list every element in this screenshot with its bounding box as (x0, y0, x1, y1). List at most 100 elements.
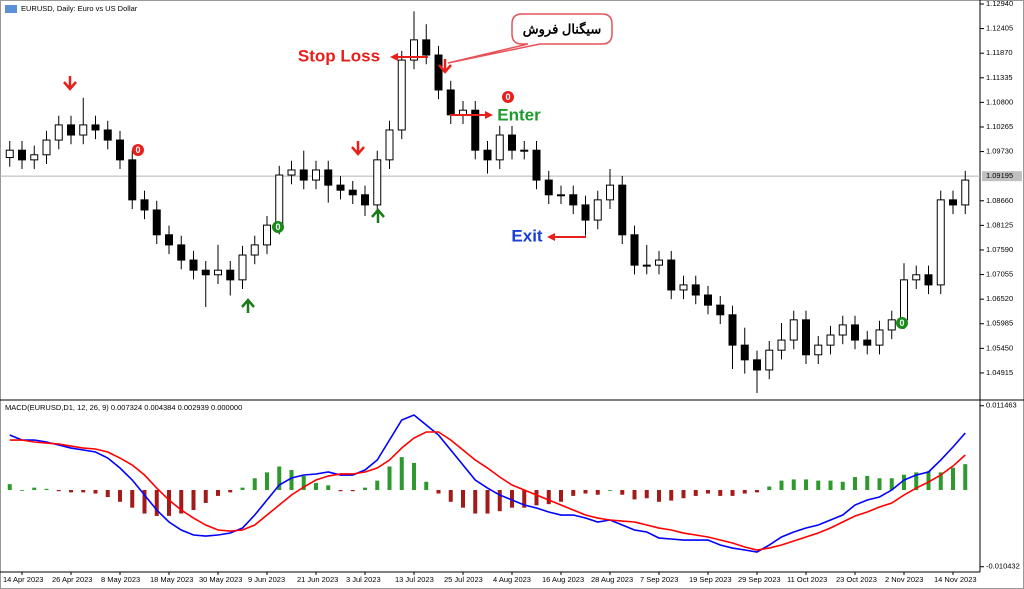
candle-body (789, 319, 798, 341)
histogram-bar (44, 488, 49, 491)
histogram-bar (644, 490, 649, 499)
candle-body (275, 174, 284, 226)
candle-body (324, 169, 333, 186)
histogram-bar (277, 466, 282, 491)
histogram-bar (828, 480, 833, 491)
candle-body (250, 244, 259, 256)
histogram-bar (485, 490, 490, 514)
histogram-bar (779, 480, 784, 491)
x-tick-label: 8 May 2023 (101, 575, 140, 584)
histogram-bar (203, 490, 208, 503)
histogram-bar (69, 490, 73, 493)
candle-body (667, 259, 676, 291)
x-tick-label: 25 Jul 2023 (444, 575, 483, 584)
histogram-bar (179, 490, 184, 514)
candle-body (397, 59, 406, 131)
x-tick-label: 13 Jul 2023 (395, 575, 434, 584)
candle-body (593, 199, 602, 221)
candle-body (544, 179, 553, 196)
histogram-bar (461, 490, 465, 508)
histogram-bar (363, 487, 367, 491)
signal-line (9, 431, 966, 551)
candle-body (557, 194, 565, 197)
histogram-bar (448, 490, 453, 502)
histogram-bar (228, 490, 233, 493)
histogram-bar (522, 490, 527, 508)
candle-body (924, 274, 933, 286)
candle-body (287, 169, 296, 176)
x-tick-label: 11 Oct 2023 (787, 575, 827, 584)
x-tick-label: 19 Sep 2023 (689, 575, 732, 584)
candle-body (30, 154, 39, 161)
signal-bubble-text: سیگنال فروش (523, 20, 602, 37)
candle-body (410, 39, 418, 61)
x-tick-label: 4 Aug 2023 (493, 575, 531, 584)
x-tick-label: 2 Nov 2023 (885, 575, 923, 584)
stop-loss-label: Stop Loss (298, 46, 380, 65)
candle-body (875, 329, 884, 346)
histogram-bar (497, 490, 502, 512)
x-tick-label: 26 Apr 2023 (52, 575, 92, 584)
sell-arrow (438, 59, 452, 74)
x-tick-label: 7 Sep 2023 (640, 575, 678, 584)
y-tick-label: 1.05985 (986, 319, 1013, 328)
histogram-bar (632, 490, 637, 500)
y-tick-label: 1.08125 (986, 220, 1013, 229)
candle-body (630, 234, 639, 266)
candle-body (704, 294, 712, 306)
y-tick-label: 1.07590 (986, 245, 1013, 254)
exit-marker-label: 0 (275, 222, 280, 232)
candle-body (679, 284, 688, 291)
histogram-bar (804, 479, 808, 491)
candle-body (18, 149, 26, 161)
y-tick-label: 1.06520 (986, 294, 1013, 303)
histogram-bar (240, 487, 245, 491)
histogram-bar (742, 490, 747, 494)
candle-body (814, 344, 823, 356)
candle-body (912, 274, 921, 281)
candle-body (79, 124, 88, 136)
histogram-bar (620, 490, 625, 495)
exit-arrowhead (547, 233, 555, 241)
histogram-bar (56, 490, 61, 492)
histogram-bar (767, 486, 772, 491)
histogram-bar (289, 470, 294, 491)
histogram-bar (571, 490, 576, 496)
candle-body (851, 324, 859, 341)
macd-line (9, 414, 966, 553)
histogram-bar (424, 481, 429, 491)
candle-body (165, 234, 173, 246)
x-tick-label: 28 Aug 2023 (591, 575, 633, 584)
exit-marker (502, 91, 514, 103)
enter-arrowhead (485, 111, 493, 119)
histogram-bar (510, 490, 514, 508)
histogram-bar (142, 490, 147, 514)
stop-loss-arrowhead (390, 53, 398, 61)
histogram-bar (669, 490, 674, 501)
buy-arrow (371, 208, 385, 223)
current-price-tag (982, 171, 1022, 182)
exit-marker (132, 144, 144, 156)
candle-body (128, 159, 137, 201)
y-tick-label: 1.08660 (986, 196, 1013, 205)
candle-body (900, 279, 908, 321)
candle-body (263, 224, 271, 246)
histogram-bar (926, 471, 931, 491)
candle-body (471, 109, 480, 151)
candle-body (569, 194, 578, 206)
histogram-bar (583, 490, 588, 494)
candle-body (116, 139, 124, 161)
histogram-bar (216, 490, 220, 496)
candle-body (961, 179, 970, 206)
candle-body (299, 169, 308, 181)
histogram-bar (730, 490, 735, 496)
histogram-bar (889, 478, 894, 491)
chart-title: EURUSD, Daily: Euro vs US Dollar (21, 4, 138, 13)
candle-body (5, 149, 14, 159)
histogram-bar (559, 490, 563, 502)
y-tick-label: 0.011463 (986, 401, 1017, 410)
y-tick-label: 1.12405 (986, 24, 1013, 33)
histogram-bar (938, 472, 943, 491)
